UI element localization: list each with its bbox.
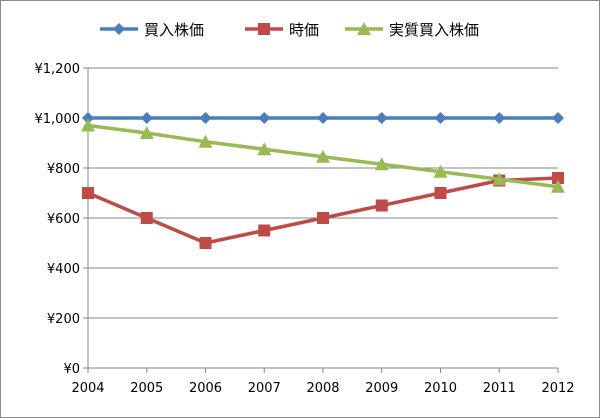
x-tick-label: 2010 [424, 381, 457, 396]
x-tick-label: 2009 [365, 381, 398, 396]
data-point [199, 112, 212, 124]
y-tick-label: ¥200 [47, 312, 80, 327]
series-line [87, 176, 559, 245]
x-tick-labels: 2004 2005 2006 2007 2008 2009 2010 2011 2012 [71, 381, 574, 396]
data-point [82, 187, 94, 199]
y-tick-labels: ¥0 ¥200 ¥400 ¥600 ¥800 ¥1,000 ¥1,200 [35, 62, 81, 377]
data-point [81, 118, 95, 132]
y-tick-label: ¥1,200 [35, 62, 81, 77]
data-point [551, 179, 565, 193]
y-tick-label: ¥600 [47, 212, 80, 227]
data-point [258, 112, 271, 124]
x-tick-label: 2005 [130, 381, 163, 396]
data-point [375, 112, 388, 124]
data-point [140, 212, 153, 224]
data-point [375, 199, 388, 212]
y-tick-label: ¥800 [47, 162, 80, 177]
data-point [317, 112, 329, 124]
data-point [82, 112, 94, 124]
x-tick-label: 2012 [541, 381, 574, 396]
data-point [140, 112, 153, 124]
legend-marker [357, 22, 371, 35]
legend-item: 実質買入株価 [345, 21, 479, 39]
data-point [552, 172, 564, 184]
data-point [316, 149, 330, 163]
data-point [258, 224, 271, 237]
legend-item: 時価 [245, 21, 319, 39]
x-tick-label: 2004 [71, 381, 104, 396]
data-point [198, 134, 213, 148]
legend-label: 時価 [289, 21, 319, 39]
data-point [257, 142, 272, 156]
data-point [552, 112, 564, 124]
series-2 [82, 172, 564, 249]
data-point [434, 187, 447, 199]
data-point [139, 126, 154, 139]
legend-label: 買入株価 [144, 21, 204, 39]
legend-marker [258, 23, 270, 35]
data-point [317, 212, 329, 224]
legend-label: 実質買入株価 [389, 21, 479, 39]
x-tick-label: 2008 [306, 381, 339, 396]
gridlines [88, 67, 558, 319]
legend-item: 買入株価 [100, 21, 204, 39]
series-1 [82, 112, 564, 124]
y-tick-label: ¥0 [63, 362, 80, 377]
data-point [434, 112, 447, 124]
data-point [199, 237, 212, 249]
data-point [492, 172, 507, 186]
x-tick-label: 2011 [483, 381, 516, 396]
y-tick-label: ¥400 [47, 262, 80, 277]
data-point [433, 164, 448, 178]
series-lines [81, 112, 565, 249]
x-tick-label: 2007 [248, 381, 281, 396]
legend: 買入株価 時価 実質買入株価 [100, 21, 479, 39]
x-tick-label: 2006 [189, 381, 222, 396]
data-point [493, 112, 506, 124]
y-tick-label: ¥1,000 [35, 112, 81, 127]
legend-marker [113, 23, 125, 35]
series-3 [81, 118, 565, 193]
data-point [374, 157, 389, 171]
